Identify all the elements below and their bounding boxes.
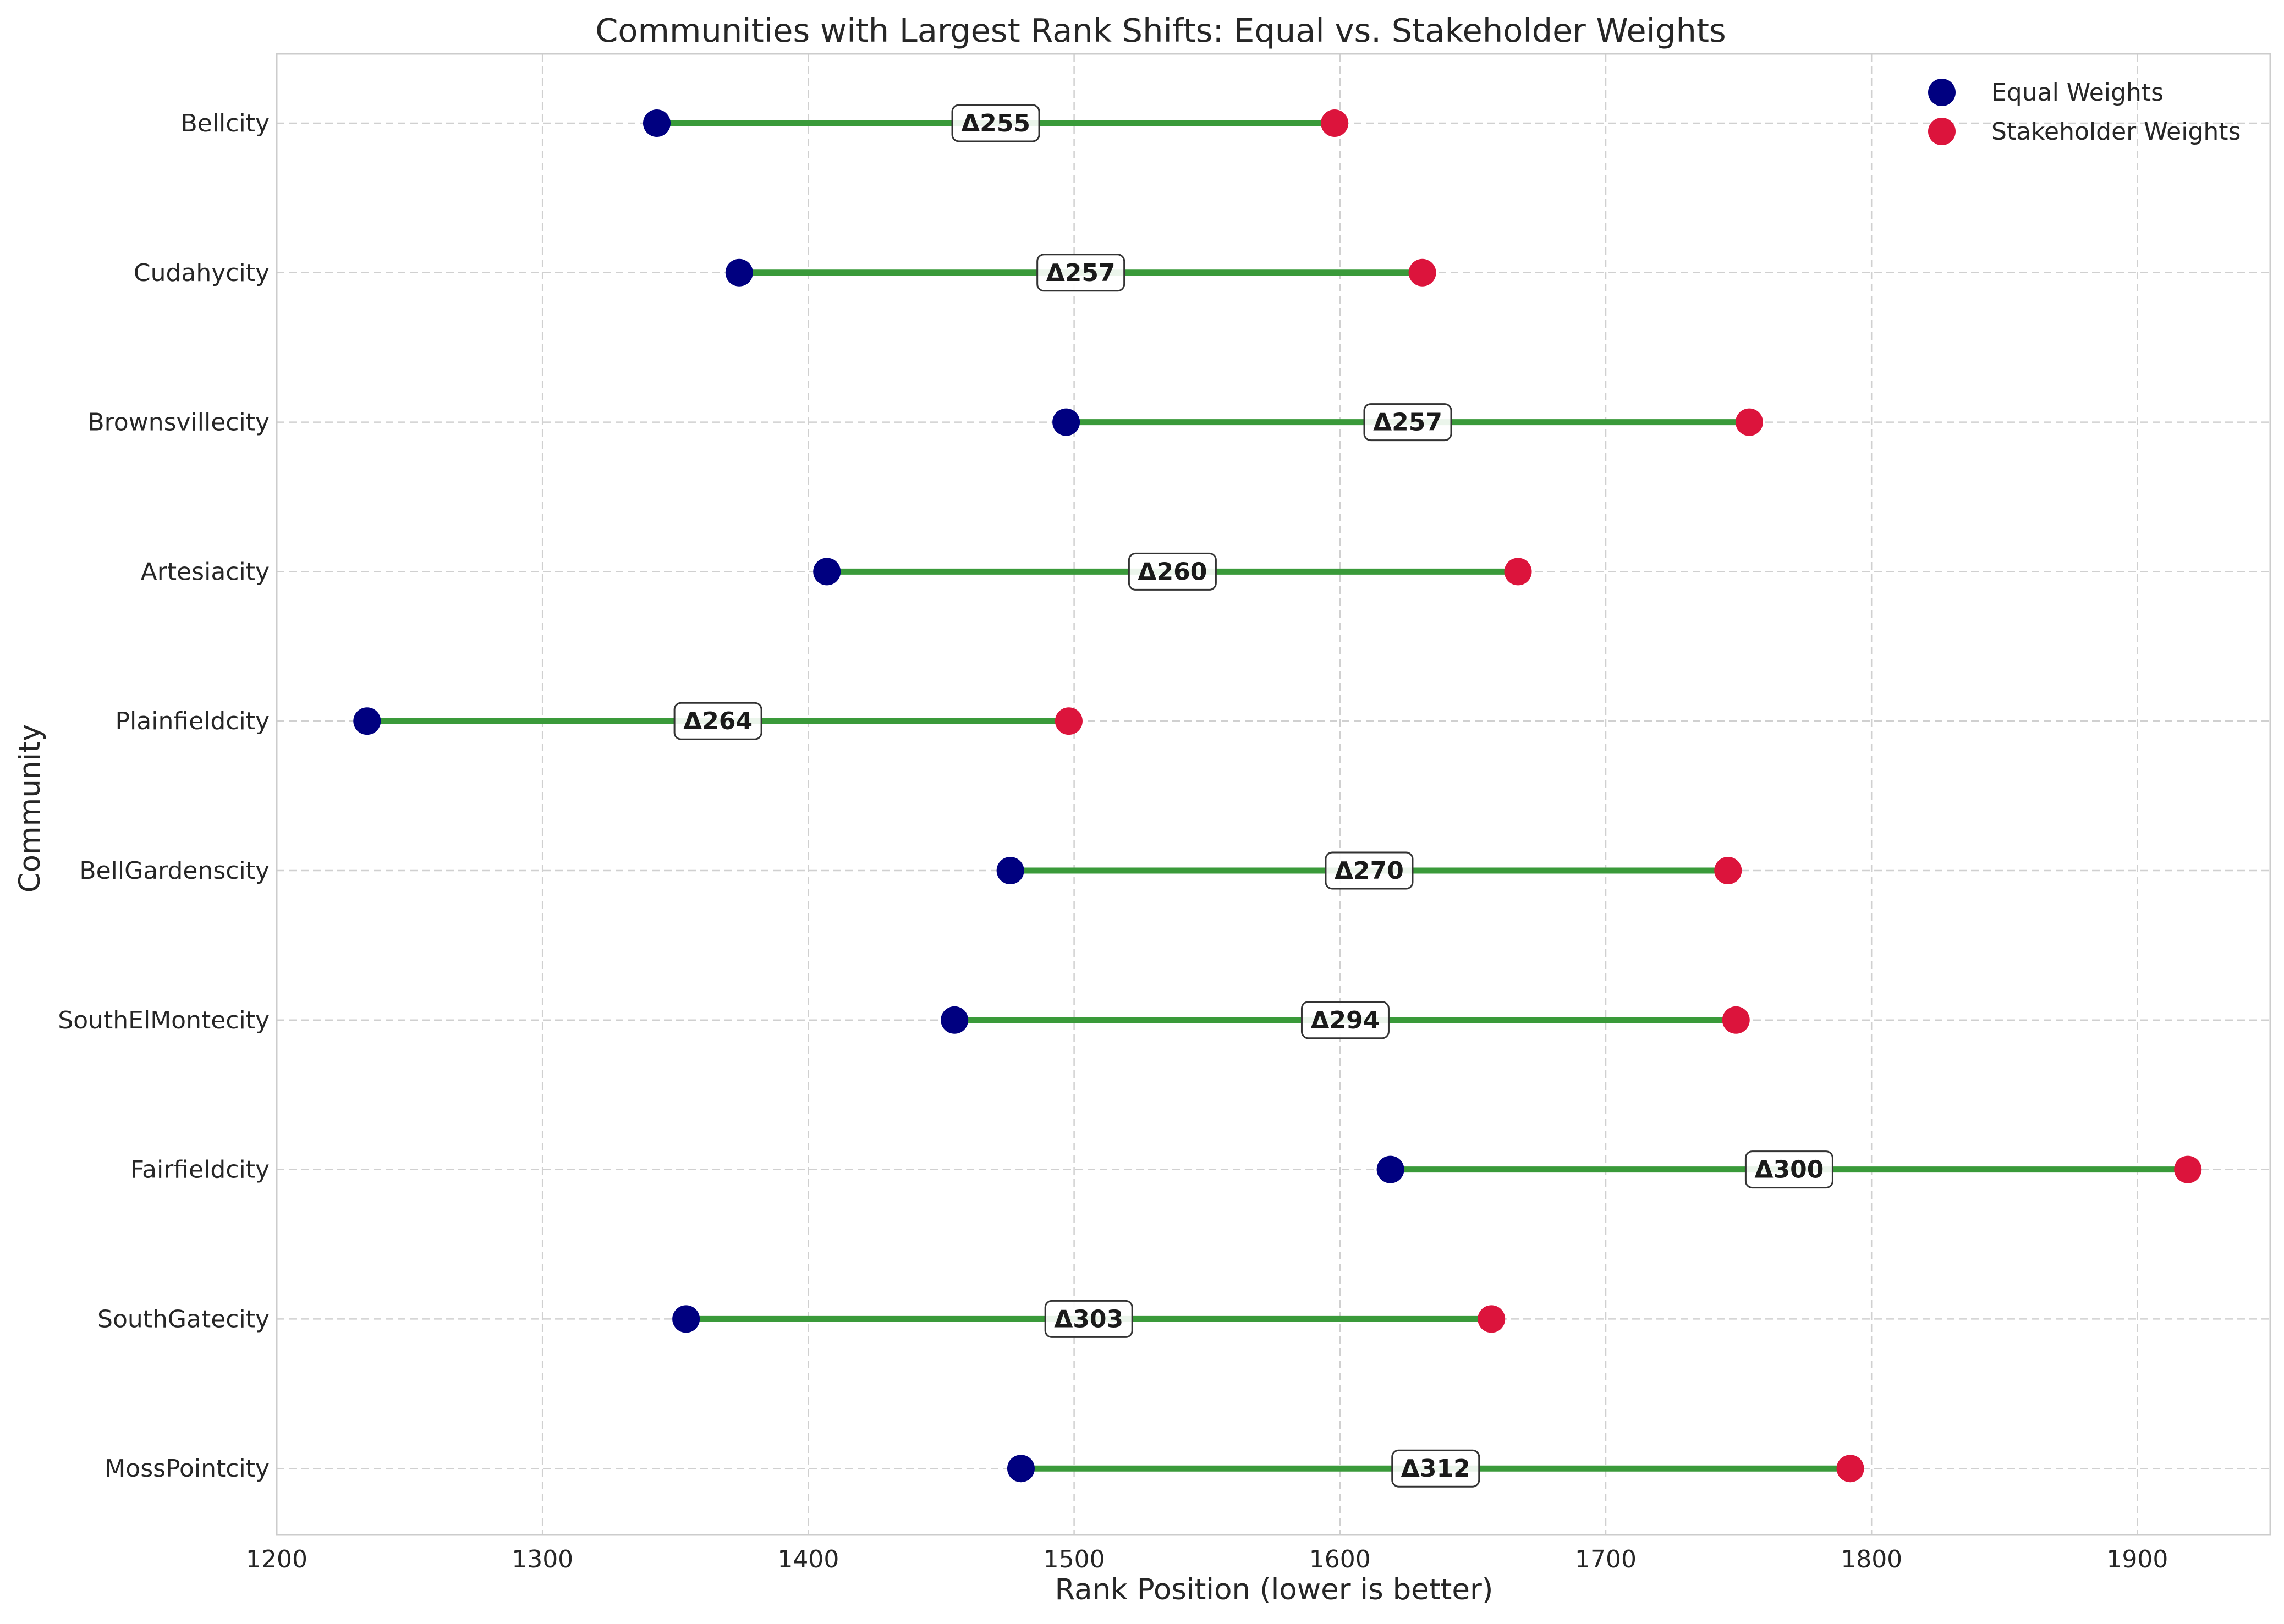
stakeholder-weight-point [1055,707,1083,735]
x-tick-label: 1400 [777,1545,839,1573]
delta-label: Δ312 [1401,1455,1470,1483]
x-tick-label: 1600 [1309,1545,1371,1573]
delta-label-box [1363,403,1452,442]
delta-label-box [673,702,762,740]
equal-weight-point [941,1006,969,1034]
y-tick-label: Brownsvillecity [87,409,270,437]
y-tick-label: SouthElMontecity [58,1006,270,1034]
legend-marker-equal [1928,79,1956,106]
equal-weight-point [353,707,381,735]
x-tick-label: 1200 [246,1545,308,1573]
y-tick-label: SouthGatecity [97,1305,270,1333]
delta-label: Δ303 [1054,1305,1123,1333]
connector-layer [367,120,2188,1472]
delta-label: Δ257 [1373,409,1442,437]
delta-label: Δ264 [683,707,753,735]
delta-label: Δ300 [1754,1156,1824,1184]
point-layer [353,109,2202,1483]
stakeholder-weight-point [1408,258,1436,287]
legend-label-stakeholder: Stakeholder Weights [1991,118,2241,146]
delta-label-box [1128,552,1217,591]
stakeholder-weight-point [1714,857,1742,884]
x-tick-label: 1700 [1575,1545,1637,1573]
label-layer: Δ255 Δ257 Δ257 Δ260 Δ264 Δ270 Δ294 Δ300 Δ303 Δ312 [673,104,1833,1488]
equal-weight-point [672,1305,700,1333]
x-tick-label: 1900 [2106,1545,2168,1573]
stakeholder-weight-point [1478,1305,1506,1333]
delta-label: Δ294 [1311,1006,1380,1034]
legend-marker-stakeholder [1928,118,1956,145]
delta-label-box [951,104,1040,142]
equal-weight-point [1376,1155,1404,1183]
y-axis-label: Community [13,724,47,893]
stakeholder-weight-point [1504,558,1532,586]
equal-weight-point [725,258,753,287]
delta-label: Δ255 [961,109,1030,137]
stakeholder-weight-point [1722,1006,1750,1034]
stakeholder-weight-point [1836,1455,1864,1483]
x-tick-label: 1500 [1044,1545,1105,1573]
delta-label-box [1044,1300,1133,1338]
x-tick-label: 1800 [1841,1545,1902,1573]
y-tick-label: Plainfieldcity [116,707,270,735]
delta-label: Δ270 [1335,857,1404,885]
y-tick-label: Cudahycity [134,259,270,287]
legend: Equal Weights Stakeholder Weights [1928,79,2241,146]
delta-label-box [1325,851,1414,890]
x-axis-ticks: 1200 1300 1400 1500 1600 1700 1800 1900 [246,1545,2168,1573]
grid-layer [276,54,2270,1535]
stakeholder-weight-point [1735,408,1763,436]
y-tick-label: Artesiacity [141,558,270,586]
delta-label: Δ257 [1046,259,1116,287]
stakeholder-weight-point [1321,109,1349,137]
legend-label-equal: Equal Weights [1991,79,2164,107]
delta-label: Δ260 [1138,558,1207,586]
equal-weight-point [996,857,1024,884]
delta-label-box [1744,1150,1833,1189]
chart-title: Communities with Largest Rank Shifts: Eq… [595,12,1726,49]
y-axis-ticks: Bellcity Cudahycity Brownsvillecity Artesia… [58,109,270,1483]
equal-weight-point [1007,1455,1035,1483]
x-axis-label: Rank Position (lower is better) [1055,1573,1494,1606]
delta-label-box [1036,254,1125,292]
equal-weight-point [1052,408,1080,436]
y-tick-label: Fairfieldcity [130,1156,270,1184]
equal-weight-point [643,109,671,137]
x-tick-label: 1300 [512,1545,573,1573]
delta-label-box [1391,1449,1480,1488]
y-tick-label: MossPointcity [105,1455,270,1483]
stakeholder-weight-point [2174,1155,2202,1183]
y-tick-label: BellGardenscity [79,857,270,885]
delta-label-box [1300,1001,1390,1039]
y-tick-label: Bellcity [181,109,270,137]
plot-frame [276,53,2271,1536]
equal-weight-point [813,558,841,586]
